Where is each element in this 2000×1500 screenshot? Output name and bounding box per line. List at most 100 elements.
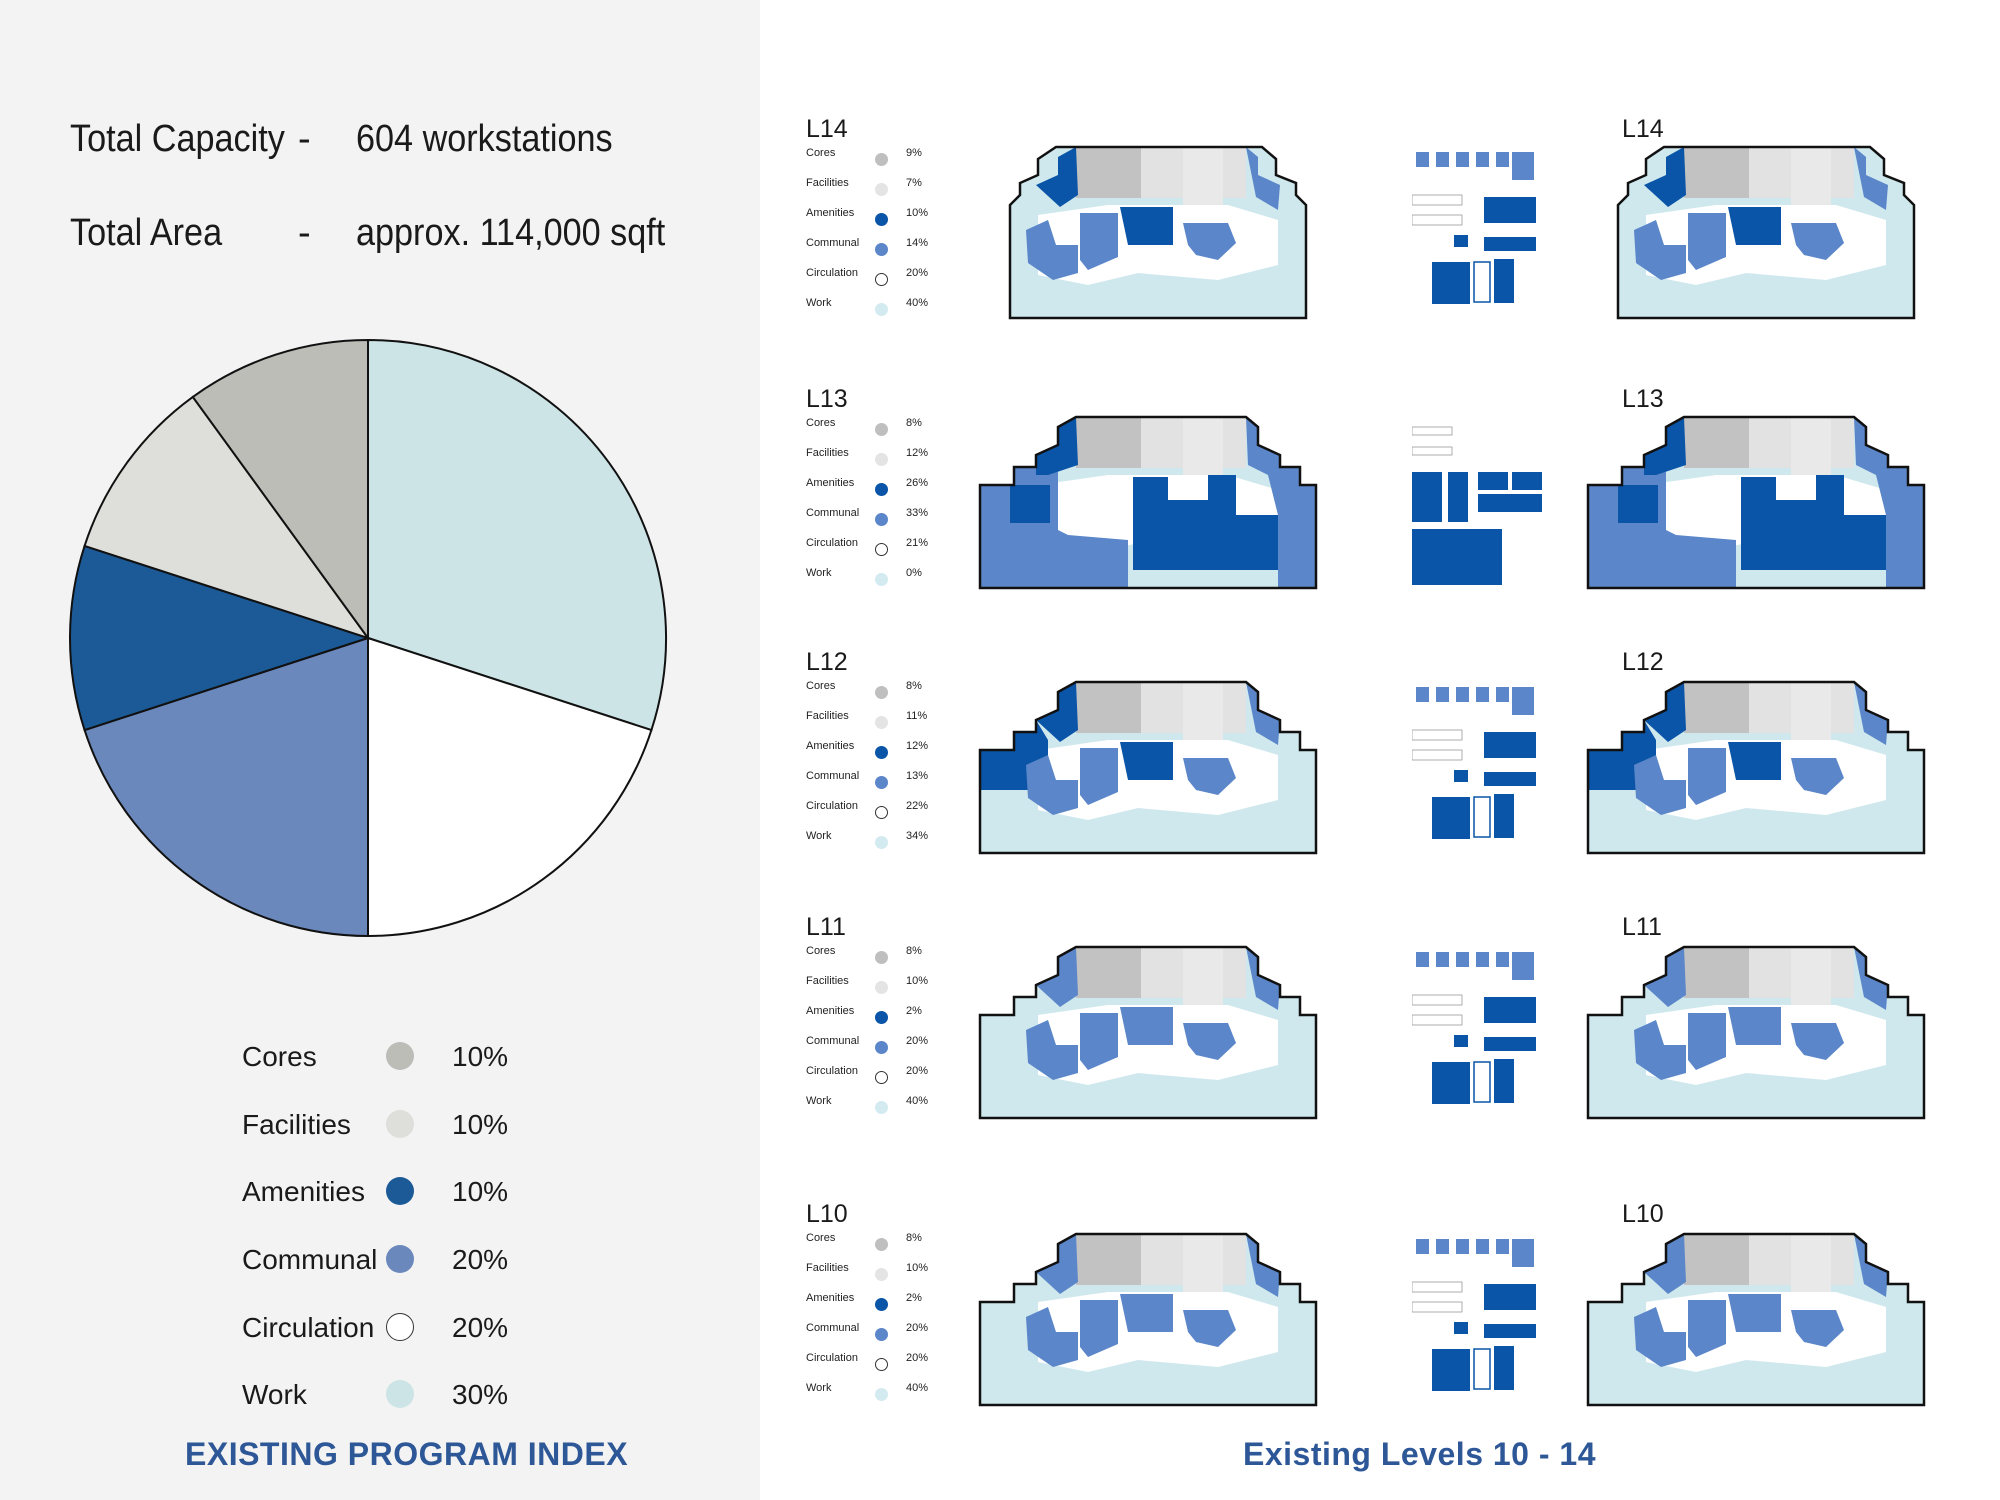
- floor-legend-pct: 10%: [906, 975, 929, 987]
- legend-row-facilities: Facilities 10%: [242, 1105, 642, 1145]
- floor-legend-pct: 21%: [906, 537, 929, 549]
- pie-slice-facilities: [83, 395, 371, 640]
- legend-dot-cores: [386, 1042, 414, 1070]
- floor-legend-dot-cores: [875, 153, 888, 166]
- furniture-plan-l13: [1412, 426, 1542, 585]
- floor-legend-name: Facilities: [806, 710, 849, 722]
- floor-label-l12: L12: [806, 648, 848, 676]
- floor-legend-dot-amenities: [875, 1298, 888, 1311]
- legend-dot-amenities: [386, 1177, 414, 1205]
- floor-legend-pct: 40%: [906, 297, 929, 309]
- floor-legend-name: Amenities: [806, 1292, 855, 1304]
- furniture-plan-l14: [1412, 152, 1536, 304]
- floor-legend-row: Amenities 26%: [806, 475, 936, 505]
- legend-pct: 10%: [452, 1109, 509, 1140]
- floor-legend-row: Facilities 10%: [806, 973, 936, 1003]
- floor-legend-row: Work 40%: [806, 1380, 936, 1410]
- floor-legend-row: Circulation 21%: [806, 535, 936, 565]
- floor-legend-row: Cores 8%: [806, 943, 936, 973]
- floor-legend-pct: 13%: [906, 770, 929, 782]
- legend-pct: 30%: [452, 1379, 509, 1410]
- capacity-dash: -: [298, 118, 311, 160]
- floor-legend-pct: 9%: [906, 147, 922, 159]
- levels-caption: Existing Levels 10 - 14: [1243, 1436, 1596, 1472]
- floor-legend-pct: 20%: [906, 1035, 929, 1047]
- pie-slice-circulation: [367, 636, 653, 938]
- floor-legend-name: Amenities: [806, 1005, 855, 1017]
- legend-dot-work: [386, 1380, 414, 1408]
- floor-legend-dot-circulation: [875, 1071, 888, 1084]
- legend-name: Amenities: [242, 1176, 365, 1207]
- floor-legend-dot-work: [875, 836, 888, 849]
- floor-legend-pct: 34%: [906, 830, 929, 842]
- floor-label-right-l14: L14: [1622, 115, 1664, 143]
- area-value: approx. 114,000 sqft: [356, 212, 666, 254]
- pie-slice-communal: [83, 636, 369, 938]
- floor-legend-name: Cores: [806, 1232, 836, 1244]
- floor-legend-name: Facilities: [806, 1262, 849, 1274]
- floor-legend-pct: 12%: [906, 740, 929, 752]
- capacity-label: Total Capacity: [70, 118, 285, 160]
- floor-legend-name: Work: [806, 297, 832, 309]
- floor-legend-dot-communal: [875, 1328, 888, 1341]
- floor-legend-dot-circulation: [875, 806, 888, 819]
- floor-legend-pct: 2%: [906, 1005, 922, 1017]
- floor-legend-row: Communal 13%: [806, 768, 936, 798]
- floor-legend-pct: 22%: [906, 800, 929, 812]
- program-index-caption: EXISTING PROGRAM INDEX: [185, 1436, 629, 1472]
- legend-row-work: Work 30%: [242, 1375, 642, 1415]
- floor-legend-row: Amenities 12%: [806, 738, 936, 768]
- floor-legend-pct: 0%: [906, 567, 922, 579]
- floor-legend-name: Amenities: [806, 207, 855, 219]
- floor-legend-name: Facilities: [806, 447, 849, 459]
- floor-legend-dot-amenities: [875, 1011, 888, 1024]
- floor-legend-pct: 2%: [906, 1292, 922, 1304]
- floor-legend-name: Work: [806, 830, 832, 842]
- floor-legend-row: Cores 8%: [806, 415, 936, 445]
- legend-name: Facilities: [242, 1109, 351, 1140]
- furniture-plan-l10: [1412, 1239, 1536, 1391]
- floor-legend-dot-facilities: [875, 453, 888, 466]
- floor-legend-l13: Cores 8% Facilities 12% Amenities 26% Communal…: [806, 415, 936, 595]
- floor-legend-name: Facilities: [806, 177, 849, 189]
- floor-legend-row: Facilities 10%: [806, 1260, 936, 1290]
- floor-legend-row: Cores 8%: [806, 1230, 936, 1260]
- floor-legend-row: Work 34%: [806, 828, 936, 858]
- floor-legend-dot-facilities: [875, 716, 888, 729]
- floor-legend-row: Circulation 20%: [806, 1063, 936, 1093]
- floor-label-l13: L13: [806, 385, 848, 413]
- floor-legend-dot-communal: [875, 1041, 888, 1054]
- floor-plan-l11-existing: [978, 945, 1318, 1120]
- floor-legend-dot-circulation: [875, 273, 888, 286]
- floor-label-l10: L10: [806, 1200, 848, 1228]
- legend-row-communal: Communal 20%: [242, 1240, 642, 1280]
- floor-legend-pct: 14%: [906, 237, 929, 249]
- floor-plan-l11-detail: [1586, 945, 1926, 1120]
- floor-legend-l12: Cores 8% Facilities 11% Amenities 12% Communal…: [806, 678, 936, 858]
- floor-plan-l10-detail: [1586, 1232, 1926, 1407]
- floor-legend-row: Facilities 7%: [806, 175, 936, 205]
- floor-label-right-l10: L10: [1622, 1200, 1664, 1228]
- legend-dot-facilities: [386, 1110, 414, 1138]
- floor-legend-pct: 20%: [906, 1352, 929, 1364]
- floor-legend-pct: 8%: [906, 417, 922, 429]
- floor-legend-name: Cores: [806, 680, 836, 692]
- floor-legend-dot-work: [875, 573, 888, 586]
- floor-plan-l14-detail: [1616, 145, 1916, 320]
- floor-label-right-l13: L13: [1622, 385, 1664, 413]
- floor-legend-dot-cores: [875, 1238, 888, 1251]
- floor-legend-name: Communal: [806, 770, 860, 782]
- furniture-plan-l12: [1412, 687, 1536, 839]
- floor-legend-name: Facilities: [806, 975, 849, 987]
- legend-pct: 10%: [452, 1176, 509, 1207]
- floor-plan-l10-existing: [978, 1232, 1318, 1407]
- floor-legend-dot-circulation: [875, 543, 888, 556]
- floor-legend-row: Amenities 2%: [806, 1290, 936, 1320]
- floor-legend-pct: 11%: [906, 710, 928, 722]
- floor-legend-row: Circulation 20%: [806, 265, 936, 295]
- floor-legend-row: Communal 20%: [806, 1320, 936, 1350]
- floor-legend-l14: Cores 9% Facilities 7% Amenities 10% Communal 1…: [806, 145, 936, 325]
- floor-legend-row: Work 0%: [806, 565, 936, 595]
- program-pie-chart: [69, 338, 667, 938]
- legend-name: Cores: [242, 1041, 317, 1072]
